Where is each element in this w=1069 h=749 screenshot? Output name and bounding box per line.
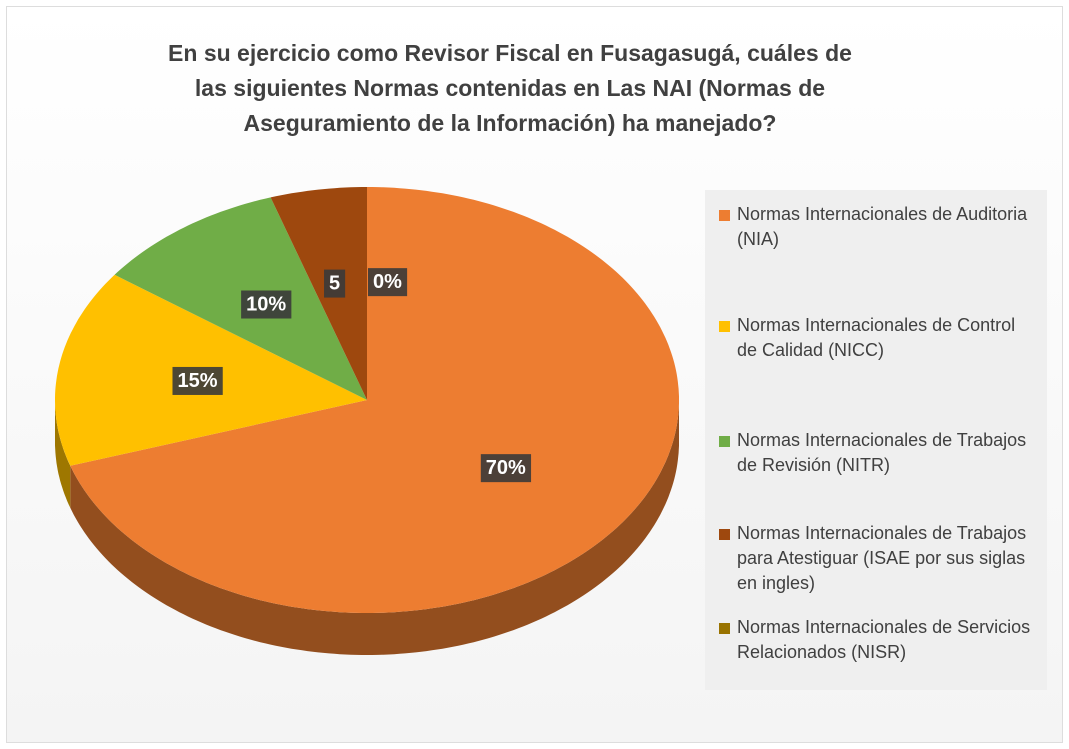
legend-label: Normas Internacionales de Auditoria (NIA…: [737, 204, 1028, 249]
value-label-box: [241, 290, 292, 319]
legend-entry: Normas Internacionales de Control de Cal…: [719, 313, 1037, 363]
pie-side: [70, 400, 680, 655]
legend-entry: Normas Internacionales de Servicios Rela…: [719, 615, 1037, 665]
value-label: 5: [324, 269, 346, 298]
legend-label: Normas Internacionales de Control de Cal…: [737, 315, 1016, 360]
legend-swatch: [719, 436, 730, 447]
value-label-text: 5: [329, 273, 340, 295]
value-label-text: 10%: [246, 294, 286, 316]
legend-swatch: [719, 210, 730, 221]
value-label-box: [368, 268, 408, 297]
legend-entry: Normas Internacionales de Auditoria (NIA…: [719, 202, 1037, 252]
legend-label: Normas Internacionales de Servicios Rela…: [737, 617, 1031, 662]
value-label-text: 0%: [373, 271, 402, 293]
legend-label: Normas Internacionales de Trabajos para …: [737, 523, 1027, 593]
legend-entry: Normas Internacionales de Trabajos para …: [719, 521, 1037, 596]
pie-slice: [114, 197, 367, 400]
value-label-box: [324, 269, 346, 298]
value-label: 10%: [241, 290, 292, 319]
legend: Normas Internacionales de Auditoria (NIA…: [705, 190, 1047, 690]
pie-slice: [70, 187, 680, 613]
legend-swatch: [719, 321, 730, 332]
legend-swatch: [719, 623, 730, 634]
pie-side: [55, 400, 71, 508]
value-label: 70%: [480, 454, 532, 483]
value-label-text: 15%: [177, 370, 217, 392]
value-label: 15%: [172, 366, 223, 395]
legend-label: Normas Internacionales de Trabajos de Re…: [737, 430, 1027, 475]
legend-entry: Normas Internacionales de Trabajos de Re…: [719, 428, 1037, 478]
pie-slice: [270, 187, 367, 400]
legend-swatch: [719, 529, 730, 540]
value-label-text: 70%: [486, 457, 526, 479]
value-label-box: [172, 366, 223, 395]
value-label: 0%: [368, 268, 408, 297]
value-label-box: [480, 454, 532, 483]
chart-title: En su ejercicio como Revisor Fiscal en F…: [168, 40, 852, 136]
